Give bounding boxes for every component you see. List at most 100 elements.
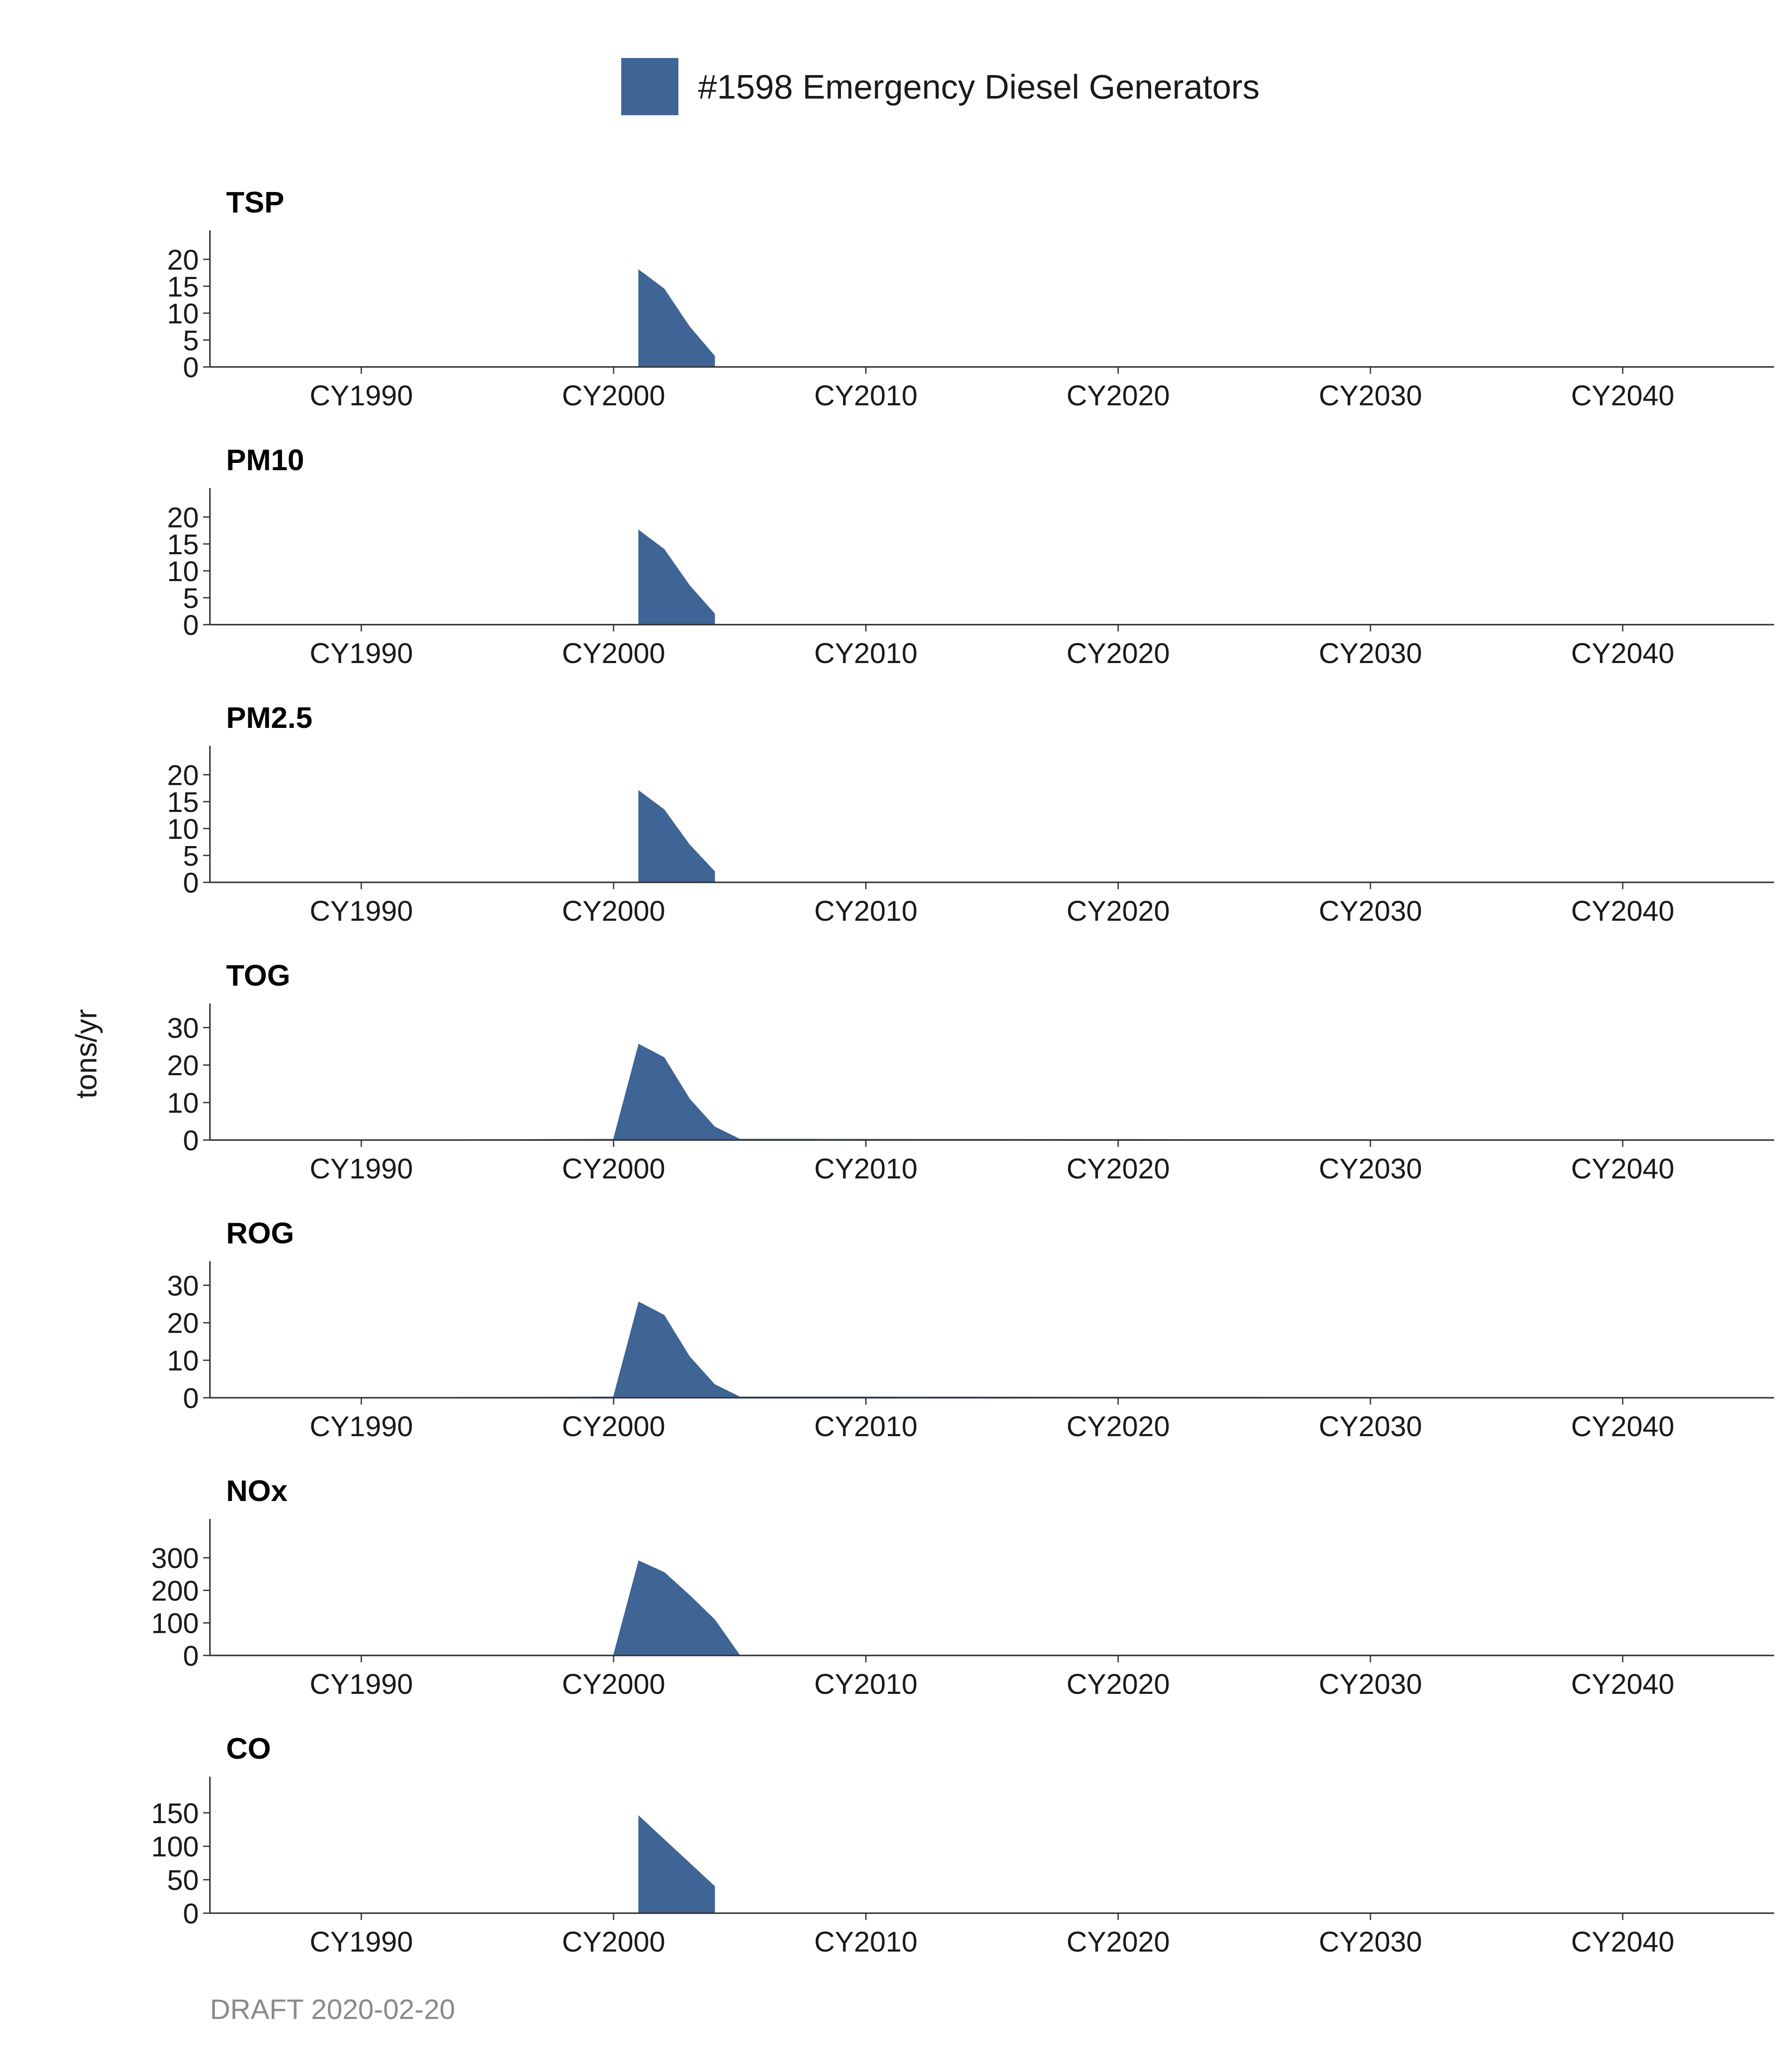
x-tick-label: CY2020 — [1067, 1411, 1170, 1443]
x-tick-label: CY2000 — [562, 1153, 665, 1185]
x-tick-label: CY2000 — [562, 1926, 665, 1958]
x-tick-label: CY2010 — [814, 1411, 917, 1443]
x-tick-label: CY2040 — [1571, 1411, 1674, 1443]
x-tick-label: CY2000 — [562, 1411, 665, 1443]
x-tick-label: CY2040 — [1571, 895, 1674, 927]
y-tick-label: 0 — [183, 1898, 199, 1930]
y-tick-label: 50 — [167, 1865, 199, 1897]
area-series — [613, 1560, 741, 1656]
x-tick-label: CY2020 — [1067, 380, 1170, 412]
x-tick-label: CY1990 — [310, 637, 413, 669]
y-tick-label: 15 — [167, 271, 199, 303]
y-tick-label: 0 — [183, 352, 199, 384]
x-tick-label: CY2020 — [1067, 1926, 1170, 1958]
x-tick-label: CY2030 — [1319, 380, 1422, 412]
x-tick-label: CY2010 — [814, 637, 917, 669]
area-series — [361, 1301, 1371, 1398]
panel-title: CO — [226, 1732, 271, 1765]
x-tick-label: CY2020 — [1067, 1153, 1170, 1185]
x-tick-label: CY2020 — [1067, 895, 1170, 927]
y-tick-label: 10 — [167, 298, 199, 330]
x-tick-label: CY2020 — [1067, 637, 1170, 669]
x-tick-label: CY2040 — [1571, 637, 1674, 669]
y-tick-label: 100 — [151, 1608, 199, 1640]
x-tick-label: CY1990 — [310, 895, 413, 927]
y-tick-label: 30 — [167, 1012, 199, 1044]
panel-tog: TOG 0 10 20 30 CY1990 CY2000 CY2010 CY2020 CY2030… — [167, 959, 1774, 1185]
y-tick-label: 0 — [183, 1125, 199, 1157]
x-tick-label: CY2010 — [814, 1668, 917, 1700]
x-tick-label: CY2020 — [1067, 1668, 1170, 1700]
area-series — [361, 1044, 1371, 1140]
y-tick-label: 10 — [167, 1345, 199, 1377]
y-tick-label: 10 — [167, 556, 199, 588]
x-tick-label: CY2010 — [814, 895, 917, 927]
y-axis-title: tons/yr — [70, 1009, 103, 1099]
y-tick-label: 0 — [183, 867, 199, 899]
x-tick-label: CY1990 — [310, 1926, 413, 1958]
y-tick-label: 30 — [167, 1270, 199, 1302]
panel-rog: ROG 0 10 20 30 CY1990 CY2000 CY2010 CY2020 CY2030… — [167, 1216, 1774, 1443]
y-tick-label: 300 — [151, 1542, 199, 1574]
panel-title: PM10 — [226, 443, 304, 477]
x-tick-label: CY1990 — [310, 1668, 413, 1700]
panel-title: NOx — [226, 1474, 288, 1507]
y-tick-label: 5 — [183, 325, 199, 357]
draft-caption: DRAFT 2020-02-20 — [210, 1993, 455, 2025]
x-tick-label: CY2010 — [814, 1153, 917, 1185]
legend-label: #1598 Emergency Diesel Generators — [698, 68, 1260, 106]
x-tick-label: CY2040 — [1571, 1668, 1674, 1700]
x-tick-label: CY2010 — [814, 1926, 917, 1958]
x-tick-label: CY2030 — [1319, 1926, 1422, 1958]
area-series — [638, 269, 715, 367]
y-tick-label: 10 — [167, 1087, 199, 1119]
legend-swatch — [621, 58, 678, 115]
y-tick-label: 0 — [183, 1640, 199, 1672]
x-tick-label: CY1990 — [310, 1153, 413, 1185]
area-series — [638, 790, 715, 883]
y-tick-label: 150 — [151, 1798, 199, 1830]
x-tick-label: CY2040 — [1571, 380, 1674, 412]
y-tick-label: 200 — [151, 1575, 199, 1607]
y-tick-label: 20 — [167, 1050, 199, 1082]
x-tick-label: CY2030 — [1319, 1411, 1422, 1443]
panel-title: TSP — [226, 186, 284, 219]
area-series — [638, 1815, 715, 1914]
y-tick-label: 0 — [183, 609, 199, 641]
x-tick-label: CY2040 — [1571, 1926, 1674, 1958]
x-tick-label: CY2030 — [1319, 637, 1422, 669]
y-tick-label: 15 — [167, 786, 199, 818]
x-tick-label: CY2000 — [562, 637, 665, 669]
y-tick-label: 20 — [167, 502, 199, 534]
x-tick-label: CY2010 — [814, 380, 917, 412]
x-tick-label: CY2030 — [1319, 895, 1422, 927]
y-tick-label: 5 — [183, 840, 199, 872]
x-tick-label: CY2030 — [1319, 1153, 1422, 1185]
y-tick-label: 0 — [183, 1382, 199, 1414]
x-tick-label: CY1990 — [310, 1411, 413, 1443]
x-tick-label: CY1990 — [310, 380, 413, 412]
legend: #1598 Emergency Diesel Generators — [621, 58, 1260, 115]
x-tick-label: CY2030 — [1319, 1668, 1422, 1700]
x-tick-label: CY2000 — [562, 1668, 665, 1700]
x-tick-label: CY2040 — [1571, 1153, 1674, 1185]
x-tick-label: CY2000 — [562, 380, 665, 412]
y-tick-label: 15 — [167, 529, 199, 561]
panel-title: PM2.5 — [226, 701, 312, 734]
x-tick-label: CY2000 — [562, 895, 665, 927]
y-tick-label: 10 — [167, 813, 199, 845]
panel-title: TOG — [226, 959, 290, 992]
y-tick-label: 20 — [167, 244, 199, 276]
y-tick-label: 20 — [167, 759, 199, 791]
y-tick-label: 20 — [167, 1307, 199, 1339]
y-tick-label: 100 — [151, 1831, 199, 1863]
y-tick-label: 5 — [183, 582, 199, 614]
area-series — [638, 529, 715, 625]
